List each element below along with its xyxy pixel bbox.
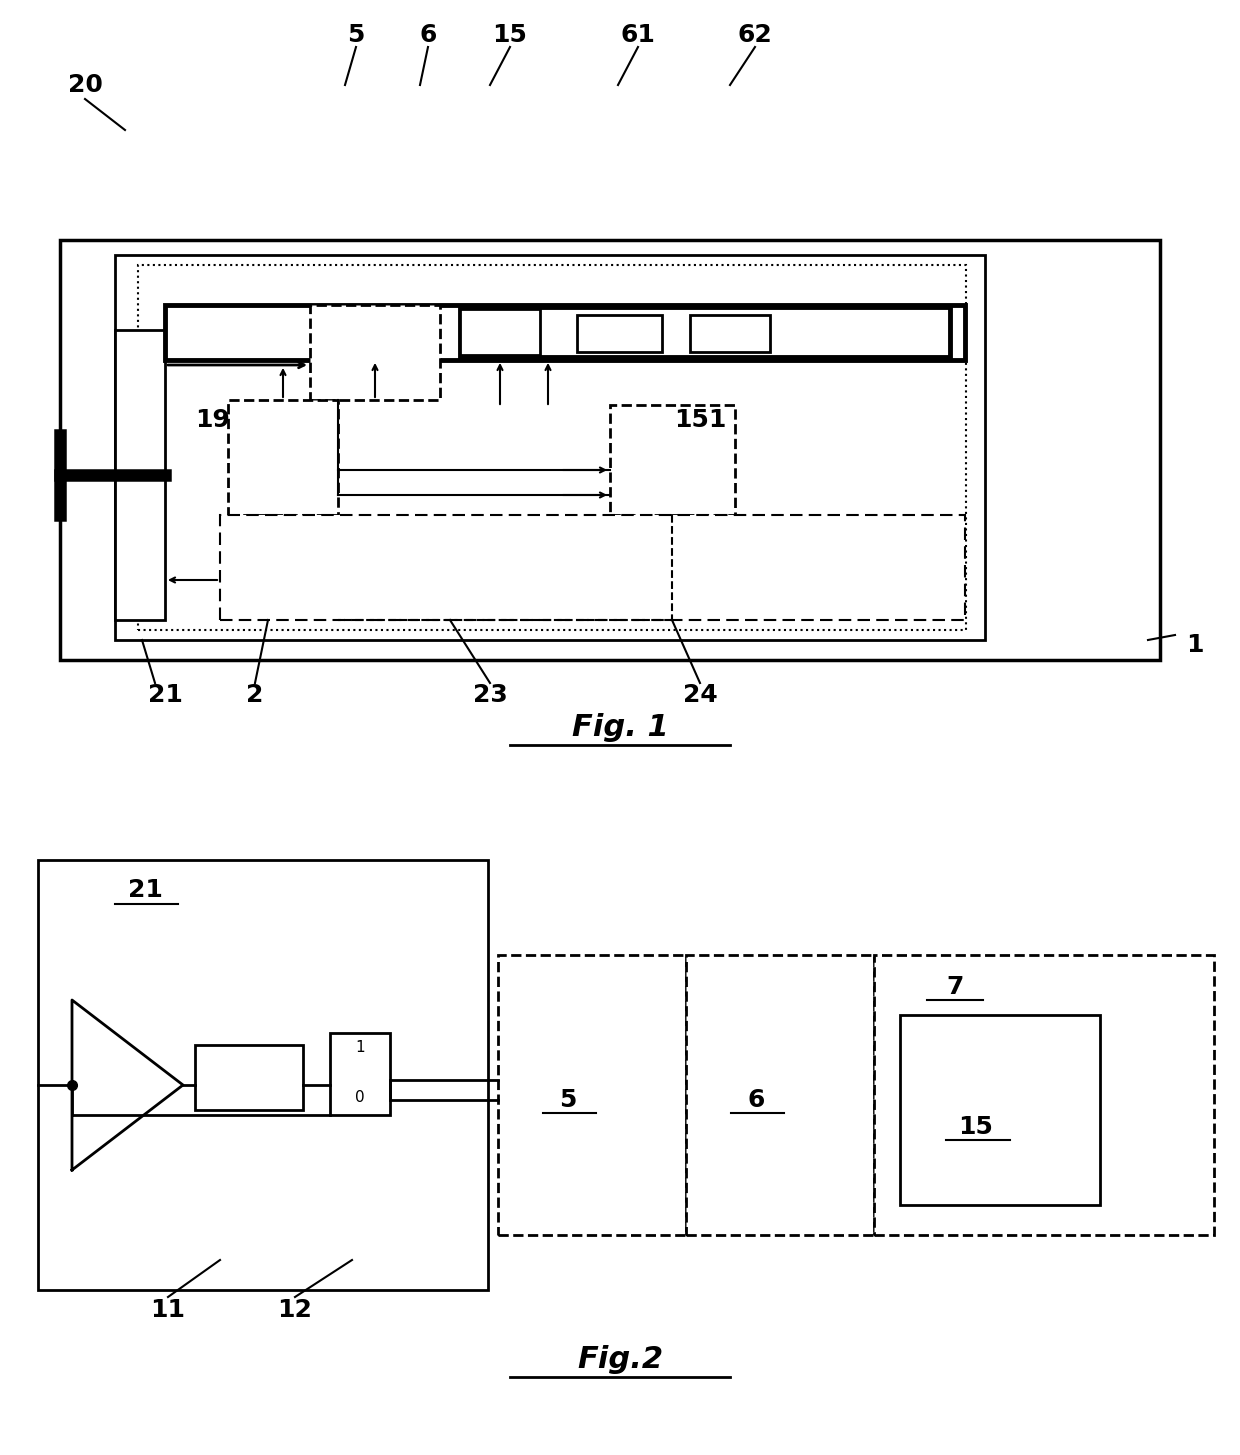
Text: 12: 12 [278,1298,312,1323]
Bar [330,1033,391,1115]
Bar [498,954,686,1235]
Text: 151: 151 [673,407,727,432]
Text: 21: 21 [148,682,182,707]
Text: 15: 15 [492,23,527,47]
Bar [115,255,985,640]
Bar [686,954,874,1235]
Bar [900,1016,1100,1205]
Bar [874,954,1214,1235]
Text: Fig.2: Fig.2 [577,1346,663,1375]
Text: 2: 2 [247,682,264,707]
Text: 6: 6 [748,1088,765,1112]
Text: 6: 6 [419,23,436,47]
Bar [460,308,539,355]
Text: 7: 7 [946,975,963,1000]
Bar [689,314,770,352]
Text: 21: 21 [128,877,162,902]
Text: 61: 61 [620,23,656,47]
Text: 5: 5 [347,23,365,47]
Bar [115,330,165,620]
Text: 62: 62 [738,23,773,47]
Text: 1: 1 [1187,633,1204,658]
Text: 5: 5 [559,1088,577,1112]
Text: 11: 11 [150,1298,186,1323]
Bar [138,265,966,630]
Text: 0: 0 [355,1090,365,1104]
Bar [310,306,440,400]
Bar [195,1045,303,1110]
Text: 19: 19 [196,407,231,432]
Text: Fig. 1: Fig. 1 [572,713,668,742]
Bar [228,400,339,515]
Bar [610,404,735,515]
Bar [460,307,950,356]
Text: 24: 24 [683,682,718,707]
Text: 15: 15 [959,1115,993,1139]
Bar [60,240,1159,661]
Bar [219,515,965,620]
Text: 1: 1 [355,1039,365,1055]
Bar [38,860,489,1291]
Text: 20: 20 [67,73,103,97]
Bar [165,306,965,359]
Bar [577,314,662,352]
Text: 23: 23 [472,682,507,707]
Polygon shape [72,1000,184,1170]
